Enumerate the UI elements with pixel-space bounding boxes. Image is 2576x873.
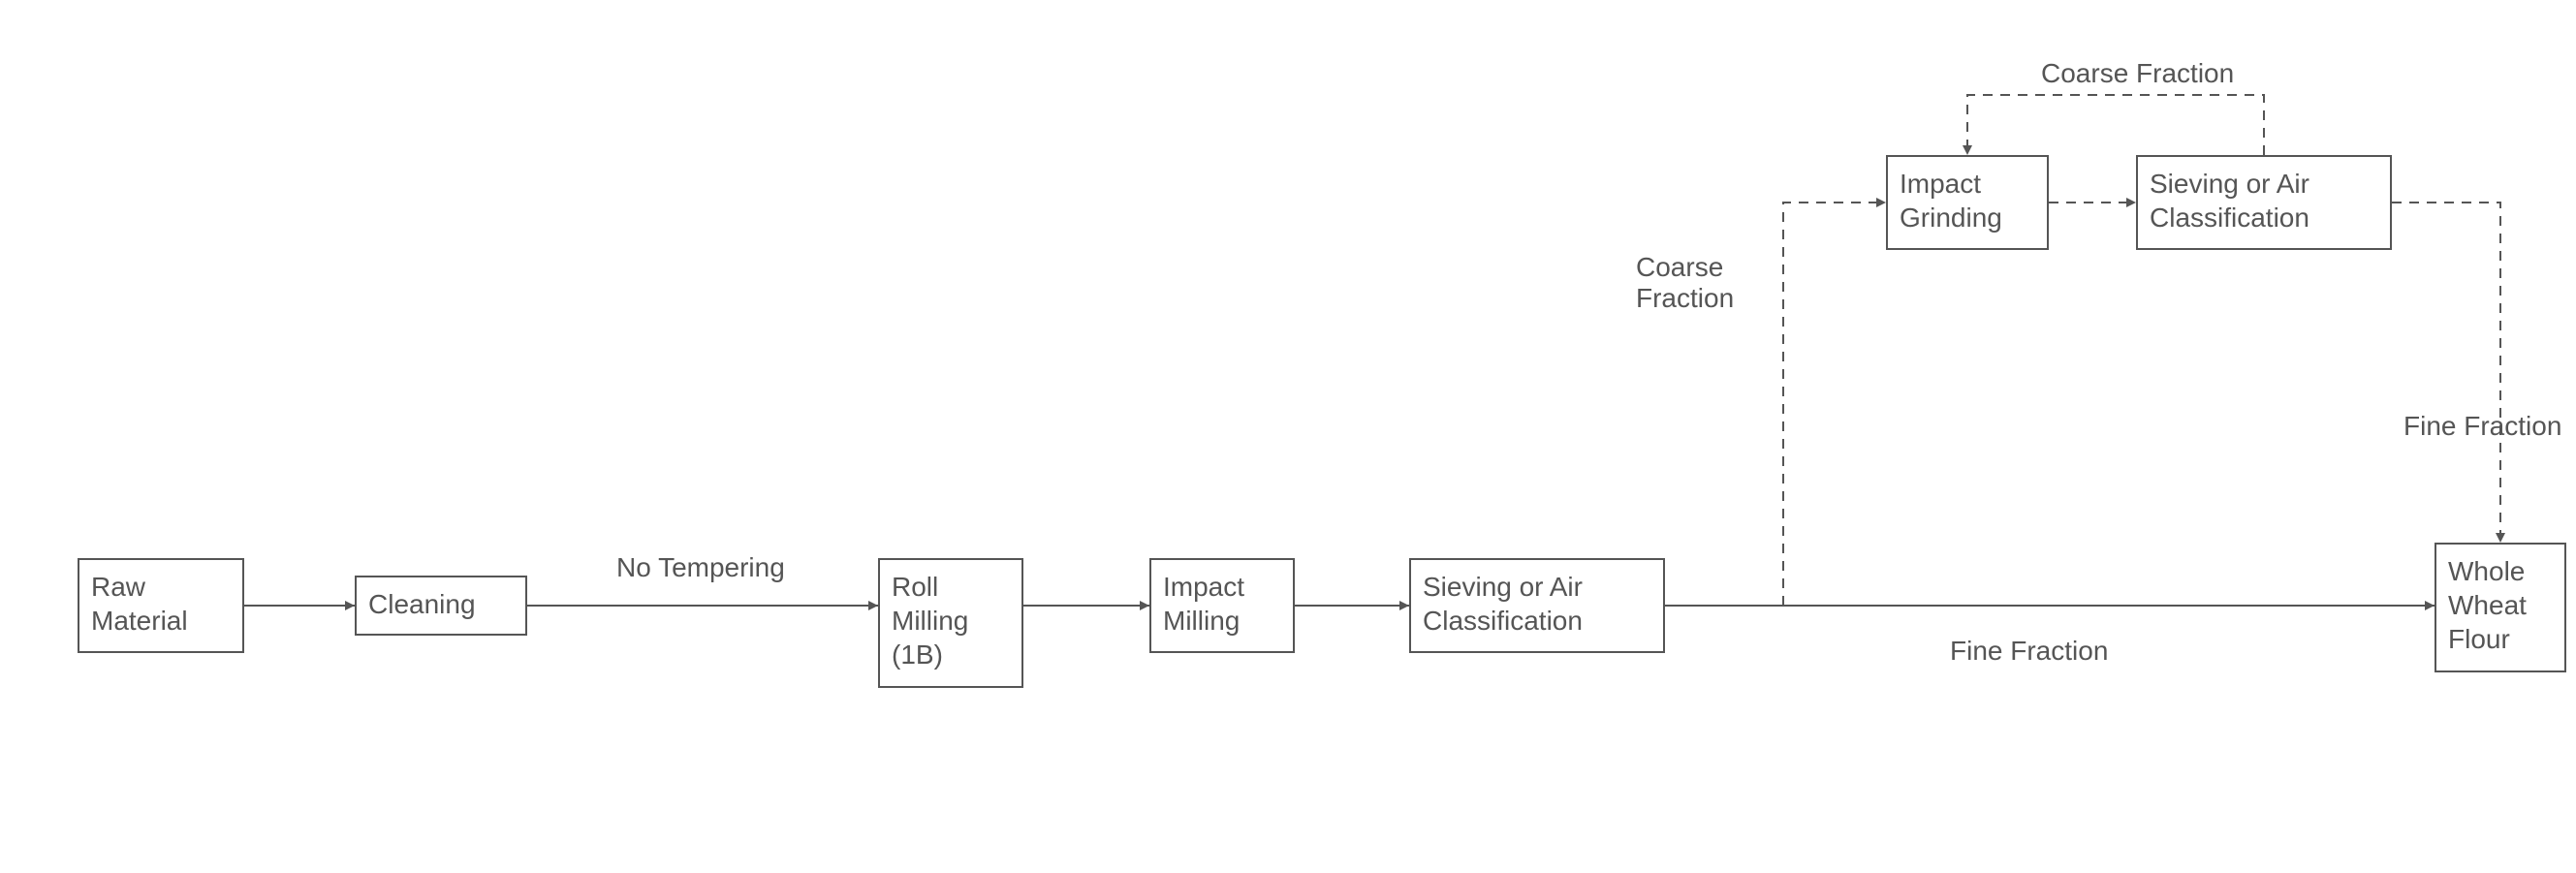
node-text: RollMilling(1B) bbox=[892, 570, 968, 671]
label-fine-right: Fine Fraction bbox=[2403, 411, 2561, 442]
node-text: ImpactMilling bbox=[1163, 570, 1244, 638]
edge-sieve2-impact2 bbox=[1967, 95, 2264, 155]
edge-sieve1-impact2 bbox=[1783, 203, 1886, 606]
node-roll-milling: RollMilling(1B) bbox=[878, 558, 1023, 688]
node-sieve-2: Sieving or AirClassification bbox=[2136, 155, 2392, 250]
edges-layer bbox=[0, 0, 2576, 873]
node-cleaning: Cleaning bbox=[355, 576, 527, 636]
label-fine-bottom: Fine Fraction bbox=[1950, 636, 2108, 667]
node-impact-grinding: ImpactGrinding bbox=[1886, 155, 2049, 250]
node-whole-wheat: WholeWheatFlour bbox=[2435, 543, 2566, 672]
node-text: ImpactGrinding bbox=[1900, 167, 2002, 234]
label-coarse-top: Coarse Fraction bbox=[2041, 58, 2234, 89]
node-text: Sieving or AirClassification bbox=[2150, 167, 2309, 234]
node-text: Sieving or AirClassification bbox=[1423, 570, 1583, 638]
node-text: Cleaning bbox=[368, 587, 476, 621]
flowchart-canvas: RawMaterial Cleaning RollMilling(1B) Imp… bbox=[0, 0, 2576, 873]
node-text: WholeWheatFlour bbox=[2448, 554, 2527, 656]
label-no-tempering: No Tempering bbox=[616, 552, 785, 583]
node-impact-milling: ImpactMilling bbox=[1149, 558, 1295, 653]
node-raw-material: RawMaterial bbox=[78, 558, 244, 653]
label-coarse-left: CoarseFraction bbox=[1636, 252, 1734, 314]
edge-sieve2-wheat bbox=[2392, 203, 2500, 543]
node-sieve-1: Sieving or AirClassification bbox=[1409, 558, 1665, 653]
node-text: RawMaterial bbox=[91, 570, 188, 638]
